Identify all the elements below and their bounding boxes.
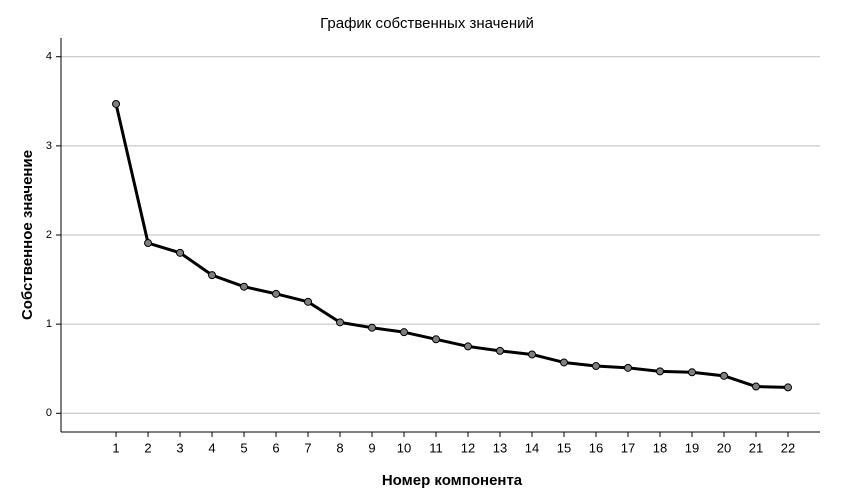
y-tick-label: 0 xyxy=(46,407,52,419)
x-tick-label: 22 xyxy=(781,440,795,455)
data-point xyxy=(304,297,313,306)
x-tick-label: 19 xyxy=(685,440,699,455)
data-point xyxy=(656,367,665,376)
x-tick-label: 18 xyxy=(653,440,667,455)
x-tick-label: 9 xyxy=(368,440,375,455)
x-axis-label: Номер компонента xyxy=(382,472,523,489)
x-tick-label: 14 xyxy=(525,440,539,455)
y-axis-label: Собственное значение xyxy=(19,150,36,320)
x-tick-label: 12 xyxy=(461,440,475,455)
data-point xyxy=(144,239,153,248)
data-point xyxy=(784,383,793,392)
data-point xyxy=(272,289,281,298)
data-point xyxy=(720,371,729,380)
series-line xyxy=(114,103,789,389)
x-tick-label: 21 xyxy=(749,440,763,455)
x-tick-label: 10 xyxy=(397,440,411,455)
x-tick-label: 2 xyxy=(144,440,151,455)
x-tick-label: 8 xyxy=(336,440,343,455)
x-tick-label: 16 xyxy=(589,440,603,455)
x-tick-label: 3 xyxy=(176,440,183,455)
data-point xyxy=(400,328,409,337)
x-tick-label: 5 xyxy=(240,440,247,455)
data-point xyxy=(688,368,697,377)
x-tick-label: 13 xyxy=(493,440,507,455)
data-point xyxy=(368,323,377,332)
data-point xyxy=(208,271,217,280)
data-point xyxy=(432,335,441,344)
x-tick-label: 15 xyxy=(557,440,571,455)
y-tick-label: 1 xyxy=(46,318,52,330)
x-tick-label: 6 xyxy=(272,440,279,455)
y-tick-label: 4 xyxy=(46,51,52,63)
x-tick-label: 11 xyxy=(429,440,443,455)
data-point xyxy=(624,363,633,372)
y-tick-label: 2 xyxy=(46,229,52,241)
data-point xyxy=(496,346,505,355)
data-point xyxy=(176,248,185,257)
x-tick-label: 7 xyxy=(304,440,311,455)
data-point xyxy=(112,99,121,108)
data-point xyxy=(752,382,761,391)
x-tick-label: 4 xyxy=(208,440,215,455)
data-point xyxy=(560,358,569,367)
data-point xyxy=(464,342,473,351)
data-point xyxy=(592,362,601,371)
chart-title: График собственных значений xyxy=(320,15,534,32)
data-point xyxy=(240,282,249,291)
y-tick-label: 3 xyxy=(46,140,52,152)
x-tick-label: 17 xyxy=(621,440,635,455)
x-tick-label: 20 xyxy=(717,440,731,455)
x-tick-label: 1 xyxy=(112,440,119,455)
data-point xyxy=(528,350,537,359)
data-point xyxy=(336,318,345,327)
